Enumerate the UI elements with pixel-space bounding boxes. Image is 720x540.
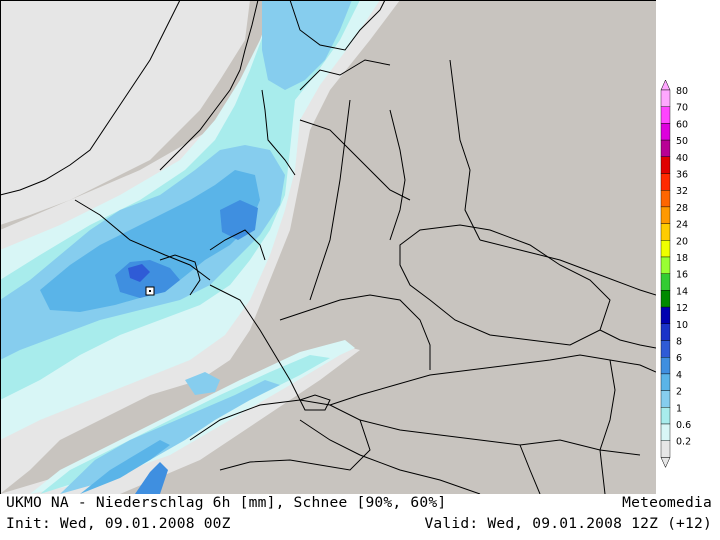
border-slovenia [519,444,541,494]
legend-tick-label: 24 [676,220,688,231]
border-austria [329,354,656,406]
border-germany-internal-3 [389,109,406,241]
precip-zone-4-south [80,440,170,494]
legend-swatch [660,407,671,425]
border-uk-coast [0,0,181,196]
border-italy-north [299,419,481,494]
border-lake-constance [299,394,331,411]
border-lux [159,254,201,296]
legend-swatch [660,373,671,391]
border-germany-internal-4 [279,294,431,370]
legend-tick-label: 80 [676,86,688,97]
legend-tick-label: 6 [676,353,682,364]
city-marker-icon [145,286,155,296]
border-germany-internal-2 [309,99,351,301]
legend-swatch [660,106,671,124]
precip-zone-8 [128,264,150,282]
border-poland-south [479,239,656,296]
legend-swatch [660,139,671,158]
legend-tick-label: 14 [676,286,688,297]
legend-tick-label: 1 [676,403,682,414]
legend-swatch [660,390,671,408]
legend-swatch [660,340,671,358]
footer: UKMO NA - Niederschlag 6h [mm], Schnee [… [0,494,720,540]
brand-label: Meteomedia [622,494,712,511]
legend-swatch [660,123,671,141]
legend-tick-label: 40 [676,153,688,164]
border-poland-germany [449,59,481,241]
precipitation-map [0,0,656,494]
legend-tick-label: 20 [676,236,688,247]
border-austria-south [359,419,641,456]
legend-swatch [660,357,671,375]
precip-zone-6-south [135,462,168,494]
sea-area-west [0,0,250,225]
border-slovakia [599,329,656,349]
legend-tick-label: 0.6 [676,420,691,431]
legend-swatch [660,306,671,325]
precip-zone-6-east [220,200,258,240]
legend-swatch [660,240,671,258]
legend-tick-label: 60 [676,119,688,130]
legend-tick-label: 16 [676,270,688,281]
legend-arrow-bottom [660,457,671,469]
border-france-belgium [74,199,211,281]
legend-swatch [660,256,671,274]
legend-swatch [660,440,671,458]
legend-swatch [660,273,671,291]
legend-tick-label: 12 [676,303,688,314]
legend-swatch [660,290,671,308]
border-netherlands-germany [261,89,296,176]
legend-tick-label: 4 [676,370,682,381]
map-canvas [0,0,656,494]
precip-zone-4 [40,170,260,312]
border-denmark-coast [289,0,386,51]
legend-tick-label: 50 [676,136,688,147]
map-title: UKMO NA - Niederschlag 6h [mm], Schnee [… [6,494,447,511]
legend: 80 70 60 50 40 36 32 28 24 20 18 16 14 12 10 8 6 4 2 1 0.6 0.… [656,0,720,494]
legend-swatch [660,223,671,241]
country-borders [0,0,656,494]
legend-tick-label: 70 [676,103,688,114]
legend-swatch [660,173,671,191]
legend-tick-label: 18 [676,253,688,264]
border-france-germany [209,284,301,401]
precip-zone-2-south [60,380,280,494]
border-germany-internal-1 [299,119,411,201]
legend-tick-label: 36 [676,170,688,181]
legend-tick-label: 2 [676,387,682,398]
precip-zone-2-north [262,0,352,90]
legend-swatch [660,423,671,441]
border-belgium-germany [209,229,266,261]
valid-time: Valid: Wed, 09.01.2008 12Z (+12) [424,515,712,532]
legend-tick-label: 0.2 [676,437,691,448]
init-time: Init: Wed, 09.01.2008 00Z [6,515,231,532]
legend-tick-label: 32 [676,186,688,197]
legend-colorbar: 80 70 60 50 40 36 32 28 24 20 18 16 14 12 10 8 6 4 2 1 0.6 0.… [660,79,691,469]
border-denmark-germany [299,59,391,91]
legend-swatch [660,206,671,224]
border-hungary [599,359,616,494]
legend-swatch [660,89,671,107]
legend-arrow-top [660,79,671,91]
precip-zone-2-blob [185,372,220,395]
legend-swatch [660,156,671,174]
legend-swatch [660,189,671,208]
border-switzerland [189,399,371,471]
legend-swatch [660,323,671,341]
legend-tick-label: 8 [676,337,682,348]
legend-tick-label: 28 [676,203,688,214]
border-netherlands-coast [159,0,259,171]
legend-tick-label: 10 [676,320,688,331]
